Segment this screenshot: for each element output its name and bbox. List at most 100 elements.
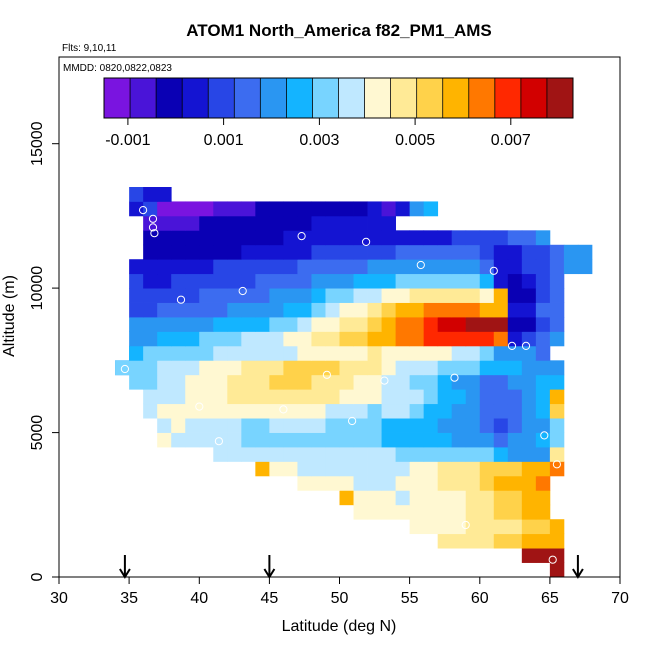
heatmap-cell: [339, 374, 354, 390]
heatmap-cell: [325, 403, 340, 419]
heatmap-cell: [535, 490, 551, 506]
heatmap-cell: [507, 475, 523, 491]
heatmap-cell: [465, 230, 481, 246]
heatmap-cell: [367, 302, 382, 318]
heatmap-cell: [423, 360, 439, 376]
y-tick-label: 10000: [29, 266, 46, 311]
heatmap-cell: [409, 475, 425, 491]
heatmap-cell: [381, 418, 396, 433]
heatmap-cell: [269, 201, 284, 217]
heatmap-cell: [325, 447, 340, 462]
heatmap-cell: [353, 230, 368, 246]
heatmap-cell: [563, 259, 579, 275]
heatmap-cell: [409, 461, 425, 477]
heatmap-cell: [171, 230, 186, 246]
heatmap-cell: [311, 360, 326, 376]
sample-marker: [297, 232, 306, 241]
heatmap-cell: [493, 360, 509, 376]
heatmap-cell: [437, 273, 453, 289]
heatmap-cell: [199, 360, 214, 376]
heatmap-cell: [535, 360, 551, 376]
colorbar-swatch: [260, 78, 287, 118]
heatmap-cell: [143, 201, 158, 217]
heatmap-cell: [479, 331, 495, 347]
heatmap-cell: [269, 288, 284, 303]
heatmap-cell: [577, 244, 593, 260]
heatmap-cell: [241, 432, 256, 448]
heatmap-cell: [157, 230, 172, 246]
heatmap-cell: [255, 403, 270, 419]
heatmap-cell: [255, 360, 270, 376]
heatmap-cell: [255, 447, 270, 462]
heatmap-cell: [479, 288, 495, 303]
heatmap-cell: [521, 244, 537, 260]
heatmap-cell: [297, 360, 312, 376]
x-tick-label: 55: [401, 590, 419, 607]
heatmap-cell: [129, 345, 144, 361]
heatmap-cell: [255, 389, 270, 405]
heatmap-cell: [227, 259, 242, 275]
heatmap-cell: [129, 317, 144, 332]
heatmap-cell: [297, 244, 312, 260]
heatmap-cell: [479, 533, 495, 549]
heatmap-cell: [409, 317, 425, 332]
heatmap-cell: [367, 475, 382, 491]
heatmap-cell: [381, 244, 396, 260]
heatmap-cell: [157, 374, 172, 390]
heatmap-cell: [479, 490, 495, 506]
colorbar-swatch: [364, 78, 392, 118]
heatmap-cell: [255, 331, 270, 347]
heatmap-cell: [339, 302, 354, 318]
heatmap-cell: [171, 302, 186, 318]
heatmap-cell: [521, 548, 537, 563]
heatmap-cell: [143, 331, 158, 347]
heatmap-cell: [423, 461, 439, 477]
sample-marker: [148, 223, 158, 232]
heatmap-cell: [437, 389, 453, 405]
heatmap-cell: [451, 490, 467, 506]
heatmap-cell: [129, 288, 144, 303]
heatmap-cell: [283, 374, 298, 390]
sample-marker: [279, 405, 288, 414]
heatmap-cell: [339, 317, 354, 332]
heatmap-cell: [325, 230, 340, 246]
heatmap-cell: [367, 403, 382, 419]
heatmap-cell: [451, 389, 467, 405]
heatmap-cell: [465, 519, 481, 535]
heatmap-cell: [227, 288, 242, 303]
heatmap-cell: [339, 490, 354, 506]
heatmap-cell: [353, 273, 368, 289]
heatmap-cell: [493, 331, 509, 347]
heatmap-cell: [395, 461, 411, 477]
heatmap-cell: [507, 244, 523, 260]
heatmap-cell: [157, 360, 172, 376]
heatmap-cell: [437, 360, 453, 376]
heatmap-cell: [255, 259, 270, 275]
heatmap-cell: [255, 215, 270, 231]
heatmap-cell: [353, 215, 368, 231]
heatmap-cell: [409, 331, 425, 347]
colorbar-swatch: [104, 78, 131, 118]
heatmap-cell: [255, 273, 270, 289]
heatmap-cell: [241, 389, 256, 405]
heatmap-cell: [507, 432, 523, 448]
heatmap-cell: [325, 389, 340, 405]
heatmap-cell: [381, 215, 396, 231]
heatmap-cell: [255, 230, 270, 246]
heatmap-cell: [353, 331, 368, 347]
heatmap-cell: [563, 244, 579, 260]
heatmap-cell: [297, 461, 312, 477]
heatmap-cell: [437, 490, 453, 506]
heatmap-cell: [157, 259, 172, 275]
heatmap-cell: [115, 360, 130, 376]
heatmap-cell: [283, 403, 298, 419]
heatmap-cell: [129, 201, 144, 217]
heatmap-cell: [311, 215, 326, 231]
heatmap-cell: [171, 432, 186, 448]
heatmap-cell: [143, 345, 158, 361]
heatmap-cell: [535, 259, 551, 275]
heatmap-cell: [297, 201, 312, 217]
heatmap-cell: [185, 345, 200, 361]
heatmap-cell: [521, 273, 537, 289]
